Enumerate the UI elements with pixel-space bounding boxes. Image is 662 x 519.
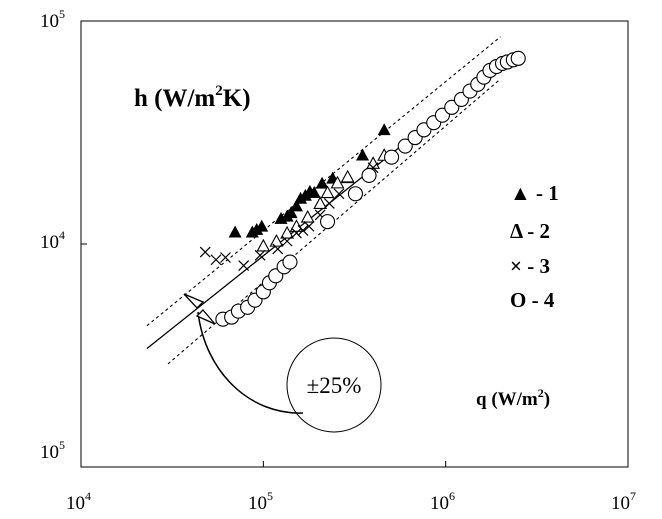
series-3-point bbox=[199, 246, 211, 258]
series-1-point bbox=[284, 206, 298, 219]
series-2-point bbox=[313, 196, 328, 209]
series-1-point bbox=[315, 176, 329, 189]
legend-entry-3: × - 3 bbox=[510, 254, 550, 278]
series-3-point bbox=[220, 252, 231, 263]
series-4-point bbox=[347, 186, 363, 202]
series-4-point bbox=[384, 149, 400, 165]
series-3-point bbox=[210, 254, 222, 266]
series-3-point bbox=[291, 227, 302, 239]
legend-entry-2: Δ - 2 bbox=[510, 219, 550, 243]
series-2-point bbox=[280, 225, 295, 239]
y-tick-label-top: 105 bbox=[40, 7, 65, 32]
series-3-point bbox=[323, 198, 335, 209]
series-2-point bbox=[256, 238, 271, 252]
series-1-point bbox=[307, 185, 321, 198]
series-1-point bbox=[228, 225, 242, 238]
series-2-point bbox=[300, 209, 315, 223]
y-tick-label-middle: 104 bbox=[40, 228, 65, 253]
series-1-point bbox=[289, 199, 303, 212]
series-3-point bbox=[254, 249, 266, 261]
x-tick-label-4: 107 bbox=[611, 489, 636, 514]
series-3-point bbox=[238, 260, 250, 272]
series-3-point bbox=[303, 220, 315, 232]
series-4-point bbox=[282, 254, 298, 270]
series-4-point bbox=[361, 167, 377, 183]
series-3-point bbox=[333, 188, 345, 200]
series-4-point bbox=[510, 50, 526, 66]
series-3-point bbox=[281, 235, 293, 247]
x-tick-label-3: 106 bbox=[430, 489, 455, 514]
data-markers bbox=[199, 50, 526, 327]
annotation-circle bbox=[286, 337, 382, 433]
legend-entry-1: ▲ - 1 bbox=[510, 181, 559, 205]
series-3-point bbox=[272, 243, 284, 255]
arrow-head-lower bbox=[195, 309, 216, 325]
series-4-point bbox=[397, 138, 413, 154]
arrow-head-upper bbox=[183, 293, 205, 309]
series-2-point bbox=[269, 233, 284, 247]
series-1-point bbox=[255, 219, 269, 232]
series-2-point bbox=[340, 169, 355, 183]
series-2-point bbox=[330, 175, 345, 189]
series-4-point bbox=[319, 214, 336, 230]
annotation-arrow bbox=[197, 311, 304, 414]
legend-entry-4: O - 4 bbox=[510, 288, 555, 312]
x-tick-label-2: 105 bbox=[248, 489, 273, 514]
annotation-text: ±25% bbox=[307, 373, 362, 398]
series-4-point bbox=[444, 99, 460, 115]
x-tick-label-1: 104 bbox=[66, 489, 91, 514]
series-1-point bbox=[356, 148, 370, 161]
series-2-point bbox=[289, 219, 304, 232]
y-tick-label-bottom: 105 bbox=[40, 438, 65, 463]
x-axis-title: q (W/m2) bbox=[476, 386, 550, 410]
series-1-point bbox=[377, 123, 391, 136]
series-2-point bbox=[320, 185, 335, 199]
legend: ▲ - 1 Δ - 2 × - 3 O - 4 bbox=[510, 181, 559, 312]
y-axis-title: h (W/m2K) bbox=[134, 83, 251, 112]
series-3-point bbox=[297, 225, 309, 236]
